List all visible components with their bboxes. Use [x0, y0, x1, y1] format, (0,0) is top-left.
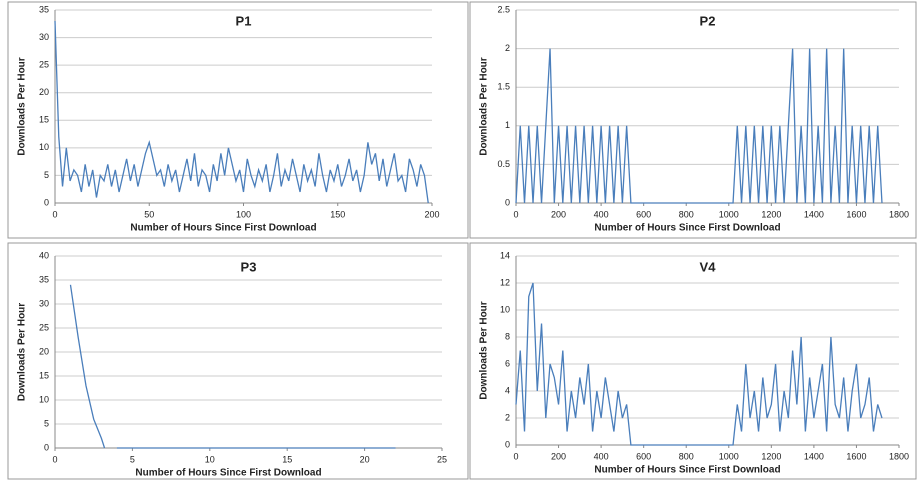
y-tick-label: 10 [500, 304, 510, 314]
y-tick-label: 5 [44, 170, 49, 180]
y-tick-label: 20 [39, 346, 49, 356]
x-tick-label: 1800 [889, 451, 909, 461]
y-tick-label: 30 [39, 32, 49, 42]
y-tick-label: 25 [39, 322, 49, 332]
x-axis-label: Number of Hours Since First Download [594, 465, 780, 476]
y-tick-label: 12 [500, 277, 510, 287]
y-tick-label: 4 [505, 385, 510, 395]
x-tick-label: 0 [52, 454, 57, 464]
chart-title: P2 [700, 13, 716, 28]
x-tick-label: 400 [594, 209, 609, 219]
x-tick-label: 200 [551, 209, 566, 219]
x-tick-label: 1600 [846, 209, 866, 219]
y-tick-label: 30 [39, 298, 49, 308]
data-line [69, 284, 396, 449]
y-tick-label: 0 [44, 197, 49, 207]
x-tick-label: 1200 [761, 209, 781, 219]
y-axis-label: Downloads Per Hour [479, 57, 490, 155]
x-tick-label: 1000 [719, 451, 739, 461]
data-line [54, 21, 429, 204]
x-tick-label: 0 [52, 209, 57, 219]
x-tick-label: 1000 [719, 209, 739, 219]
y-axis-label: Downloads Per Hour [479, 301, 490, 399]
x-tick-label: 50 [144, 209, 154, 219]
x-tick-label: 10 [205, 454, 215, 464]
x-tick-label: 150 [330, 209, 345, 219]
chart-title: V4 [700, 259, 717, 274]
x-tick-label: 1200 [761, 451, 781, 461]
x-tick-label: 800 [679, 451, 694, 461]
x-axis-label: Number of Hours Since First Download [135, 468, 321, 479]
y-tick-label: 2.5 [497, 4, 510, 14]
y-tick-label: 6 [505, 358, 510, 368]
y-tick-label: 35 [39, 274, 49, 284]
x-tick-label: 0 [513, 451, 518, 461]
panel-border [7, 242, 469, 480]
y-tick-label: 10 [39, 394, 49, 404]
data-line [515, 282, 883, 446]
y-tick-label: 1 [505, 120, 510, 130]
y-tick-label: 20 [39, 87, 49, 97]
y-tick-label: 0 [505, 439, 510, 449]
y-tick-label: 1.5 [497, 82, 510, 92]
x-tick-label: 5 [130, 454, 135, 464]
x-tick-label: 200 [551, 451, 566, 461]
data-line [515, 48, 883, 204]
y-tick-label: 25 [39, 60, 49, 70]
x-tick-label: 200 [424, 209, 439, 219]
x-tick-label: 0 [513, 209, 518, 219]
y-tick-label: 0 [505, 197, 510, 207]
x-tick-label: 800 [679, 209, 694, 219]
x-tick-label: 20 [360, 454, 370, 464]
y-tick-label: 5 [44, 418, 49, 428]
x-tick-label: 600 [636, 209, 651, 219]
y-axis-label: Downloads Per Hour [17, 57, 28, 155]
y-tick-label: 2 [505, 43, 510, 53]
x-tick-label: 1600 [846, 451, 866, 461]
y-tick-label: 2 [505, 412, 510, 422]
x-tick-label: 1800 [889, 209, 909, 219]
chart-title: P3 [241, 259, 257, 274]
y-tick-label: 15 [39, 370, 49, 380]
panel-border [469, 242, 917, 480]
x-tick-label: 1400 [804, 209, 824, 219]
y-tick-label: 0 [44, 442, 49, 452]
x-tick-label: 15 [282, 454, 292, 464]
y-tick-label: 0.5 [497, 159, 510, 169]
y-tick-label: 10 [39, 142, 49, 152]
x-tick-label: 1400 [804, 451, 824, 461]
y-tick-label: 8 [505, 331, 510, 341]
x-tick-label: 100 [236, 209, 251, 219]
y-tick-label: 40 [39, 250, 49, 260]
y-axis-label: Downloads Per Hour [17, 303, 28, 401]
x-tick-label: 400 [594, 451, 609, 461]
chart-title: P1 [236, 13, 252, 28]
y-tick-label: 35 [39, 4, 49, 14]
x-tick-label: 600 [636, 451, 651, 461]
y-tick-label: 15 [39, 115, 49, 125]
y-tick-label: 14 [500, 250, 510, 260]
x-axis-label: Number of Hours Since First Download [130, 223, 316, 234]
x-tick-label: 25 [437, 454, 447, 464]
x-axis-label: Number of Hours Since First Download [594, 223, 780, 234]
